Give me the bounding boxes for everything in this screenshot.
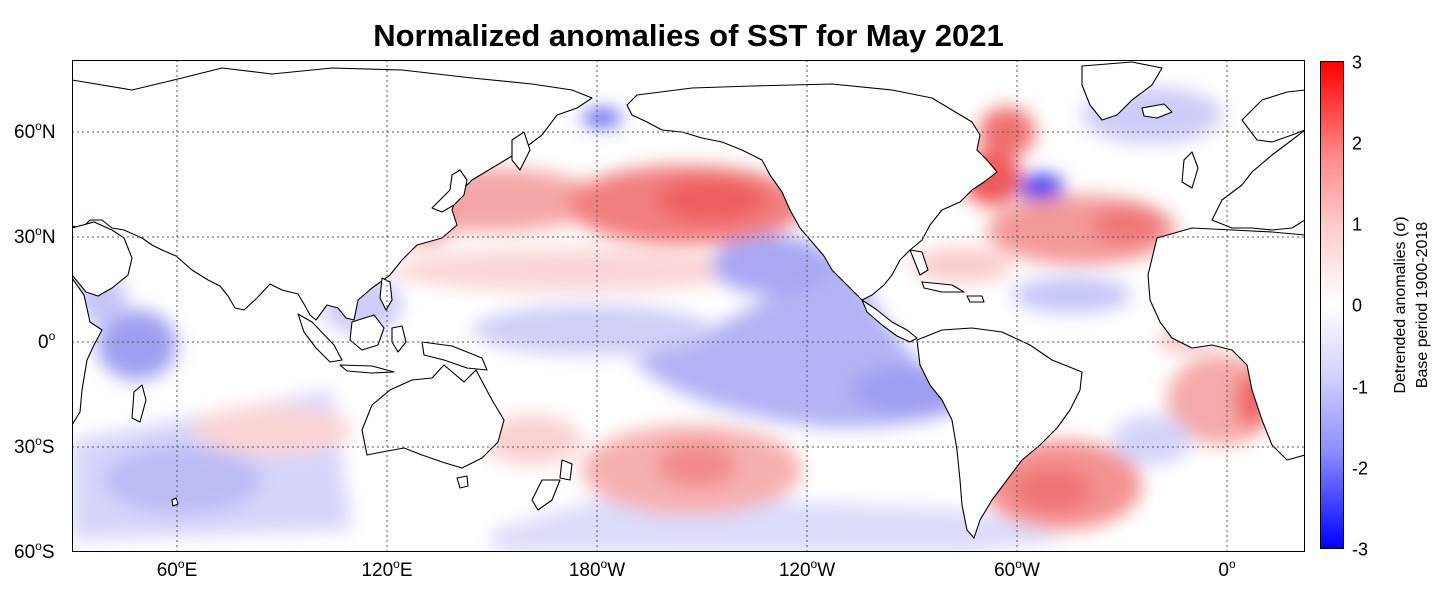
ytick-60s: 60oS	[14, 539, 55, 563]
anomaly-south-indian-cool-2	[102, 445, 262, 515]
anomaly-npac-hotspot	[657, 178, 767, 222]
anomaly-california-cool	[712, 235, 832, 295]
ytick-30s: 30oS	[14, 434, 55, 458]
madagascar	[131, 384, 147, 423]
anomaly-south-pacific-core	[657, 443, 737, 487]
coastlines	[72, 61, 1305, 539]
colorbar-tick-2: 2	[1352, 133, 1363, 154]
australia	[361, 364, 505, 469]
anomaly-newfoundland-cool	[1020, 174, 1064, 202]
graticule	[72, 60, 1305, 552]
north-america	[626, 83, 998, 301]
japan	[431, 169, 468, 213]
hispaniola	[966, 295, 985, 303]
anomaly-south-atlantic-cool	[1112, 415, 1192, 465]
central-america	[861, 299, 918, 343]
new-zealand-north	[559, 459, 573, 481]
xtick-60e: 60oE	[156, 557, 198, 581]
ytick-0: 0o	[38, 329, 56, 353]
anomaly-sw-atlantic-core	[1012, 468, 1092, 512]
colorbar-tick-0: 0	[1352, 295, 1363, 316]
new-guinea	[421, 341, 488, 371]
anomaly-bering-cool	[582, 110, 622, 126]
scandinavia	[1241, 89, 1305, 143]
anomaly-tropical-atlantic-cool	[1012, 277, 1132, 313]
sulawesi	[391, 325, 407, 353]
colorbar-tick-neg2: -2	[1352, 458, 1369, 479]
tasmania	[456, 475, 469, 489]
africa-east-landmass	[72, 277, 103, 426]
ytick-60n: 60oN	[14, 119, 56, 143]
xtick-180w: 180oW	[568, 557, 626, 581]
kamchatka	[511, 131, 531, 171]
colorbar-label: Detrended anomalies (σ) Base period 1900…	[1390, 216, 1434, 393]
anomaly-central-pacific-cool	[472, 305, 712, 355]
anomaly-west-indian-cool	[97, 310, 177, 380]
colorbar-label-line2: Base period 1900-2018	[1414, 221, 1431, 389]
xtick-0: 0o	[1218, 557, 1236, 581]
borneo	[349, 314, 385, 351]
florida	[909, 249, 929, 276]
xtick-60w: 60oW	[994, 557, 1040, 581]
philippines	[379, 277, 393, 311]
iceland	[1141, 103, 1173, 119]
africa-west	[1147, 227, 1305, 461]
colorbar	[1320, 61, 1344, 549]
sumatra	[297, 313, 343, 363]
anomaly-tasman-warm	[482, 415, 582, 465]
europe-mainland	[1211, 129, 1305, 231]
ytick-30n: 30oN	[14, 224, 56, 248]
europe-uk	[1181, 151, 1199, 189]
map-canvas	[72, 60, 1305, 552]
anomaly-gulf-mexico-warm	[912, 247, 1012, 283]
eurasia-landmass	[72, 67, 593, 321]
colorbar-tick-3: 3	[1352, 52, 1363, 73]
south-america	[916, 327, 1083, 539]
anomaly-npac-south-warm	[392, 248, 752, 292]
colorbar-label-line1: Detrended anomalies (σ)	[1392, 216, 1409, 394]
arabia-landmass	[72, 221, 133, 297]
colorbar-tick-neg3: -3	[1352, 539, 1369, 560]
anomaly-south-indian-warm	[192, 405, 352, 455]
anomaly-azores-warm	[1092, 205, 1162, 245]
colorbar-tick-1: 1	[1352, 214, 1363, 235]
new-zealand-south	[531, 479, 561, 511]
sst-map	[72, 60, 1305, 552]
xtick-120w: 120oW	[778, 557, 836, 581]
java	[339, 364, 395, 374]
cuba	[921, 281, 965, 293]
xtick-120e: 120oE	[361, 557, 413, 581]
greenland	[1081, 61, 1163, 121]
colorbar-tick-neg1: -1	[1352, 377, 1369, 398]
map-title: Normalized anomalies of SST for May 2021	[373, 18, 1004, 53]
